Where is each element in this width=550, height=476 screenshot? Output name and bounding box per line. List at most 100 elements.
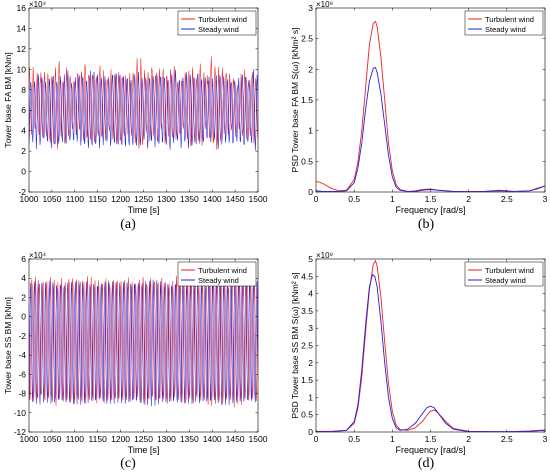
x-axis-label: Frequency [rad/s] (395, 445, 465, 455)
x-tick-label: 1250 (134, 434, 153, 444)
y-tick-label: 10 (17, 64, 27, 74)
x-tick-label: 1300 (157, 434, 176, 444)
axis-exponent: ×10⁹ (316, 0, 333, 9)
legend-label: Turbulent wind (198, 266, 247, 275)
caption-c: (c) (120, 456, 136, 471)
y-tick-label: 2 (21, 146, 26, 156)
y-tick-label: 8 (21, 85, 26, 95)
series-group (29, 56, 258, 151)
y-tick-label: 14 (17, 23, 27, 33)
legend-label: Turbulent wind (485, 266, 534, 275)
x-tick-label: 0.5 (348, 194, 360, 204)
axis-exponent: ×10⁹ (316, 251, 333, 260)
y-tick-label: 0.5 (301, 410, 313, 420)
x-tick-label: 1000 (20, 434, 39, 444)
series-group (316, 259, 545, 432)
y-tick-label: 1 (308, 126, 313, 136)
legend-box (464, 261, 544, 287)
x-axis-label: Time [s] (128, 445, 160, 455)
legend-label: Turbulent wind (485, 15, 534, 24)
axis-exponent: ×10⁴ (29, 251, 47, 260)
x-axis-label: Frequency [rad/s] (395, 205, 465, 215)
y-tick-label: 3.5 (301, 306, 313, 316)
chart-1: 0 0.5 1 1.5 2 2.5 300.511.522.53 ×10⁹Frequency … (290, 0, 548, 215)
x-tick-label: 1 (390, 194, 395, 204)
chart-0: 1000 1050 1100 1150 1200 1250 1300 1350 1400 1450… (3, 0, 268, 215)
y-axis-label: Tower base FA BM [kNm] (3, 52, 13, 147)
y-tick-label: 2.5 (301, 34, 313, 44)
x-tick-label: 1500 (249, 434, 268, 444)
series-line-steady (29, 69, 258, 151)
y-tick-label: 1 (308, 392, 313, 402)
y-tick-label: 6 (21, 254, 26, 264)
x-tick-label: 1350 (180, 434, 199, 444)
x-tick-label: 0.5 (348, 434, 360, 444)
legend-box (464, 10, 544, 36)
series-group (316, 20, 545, 192)
x-tick-label: 1150 (89, 194, 108, 204)
x-tick-label: 1500 (249, 194, 268, 204)
y-tick-label: 2 (308, 358, 313, 368)
series-line-turbulent (29, 274, 258, 408)
x-tick-label: 1450 (226, 434, 245, 444)
y-axis-label: PSD Tower base SS BM S(ω) [kNm² s] (290, 272, 300, 418)
y-tick-label: 0 (21, 167, 26, 177)
x-tick-label: 1050 (42, 194, 61, 204)
y-axis-label: Tower base SS BM [kNm] (3, 297, 13, 394)
legend-label: Steady wind (485, 25, 526, 34)
caption-a: (a) (120, 217, 136, 232)
y-tick-label: 3 (308, 3, 313, 13)
legend-label: Steady wind (485, 276, 526, 285)
series-line-steady (316, 273, 545, 432)
y-tick-label: -12 (14, 427, 27, 437)
legend-label: Steady wind (198, 276, 239, 285)
x-tick-label: 1400 (203, 194, 222, 204)
y-tick-label: 0 (308, 427, 313, 437)
x-axis-label: Time [s] (128, 205, 160, 215)
y-tick-label: -2 (18, 331, 26, 341)
x-tick-label: 1200 (111, 434, 130, 444)
y-tick-label: 0.5 (301, 156, 313, 166)
x-tick-label: 1.5 (425, 194, 437, 204)
chart-2: 1000 1050 1100 1150 1200 1250 1300 1350 1400 1450… (3, 251, 268, 455)
y-tick-label: 12 (17, 44, 27, 54)
plot-area (315, 258, 546, 433)
x-tick-label: 1050 (42, 434, 61, 444)
x-tick-label: 3 (543, 434, 548, 444)
x-tick-label: 1400 (203, 434, 222, 444)
y-tick-label: 2 (21, 292, 26, 302)
x-tick-label: 1.5 (425, 434, 437, 444)
x-tick-label: 1100 (66, 194, 85, 204)
y-tick-label: 3 (308, 323, 313, 333)
y-axis-label: PSD Tower base FA BM S(ω) [kNm² s] (290, 28, 300, 173)
x-tick-label: 1250 (134, 194, 153, 204)
x-tick-label: 2 (466, 434, 471, 444)
x-tick-label: 2.5 (501, 194, 513, 204)
y-tick-label: 2.5 (301, 341, 313, 351)
legend-label: Steady wind (198, 25, 239, 34)
series-line-turbulent (316, 259, 545, 432)
y-tick-label: -6 (18, 369, 26, 379)
y-tick-label: 16 (17, 3, 27, 13)
legend-label: Turbulent wind (198, 15, 247, 24)
series-line-steady (316, 66, 545, 192)
x-tick-label: 1350 (180, 194, 199, 204)
y-tick-label: -4 (18, 350, 26, 360)
axis-exponent: ×10⁴ (29, 0, 47, 9)
legend-box (177, 10, 257, 36)
y-tick-label: 5 (308, 254, 313, 264)
y-tick-label: 0 (308, 187, 313, 197)
y-tick-label: -10 (14, 408, 27, 418)
y-tick-label: 1.5 (301, 95, 313, 105)
x-tick-label: 0 (314, 194, 319, 204)
y-tick-label: 0 (21, 312, 26, 322)
legend-box (177, 261, 257, 287)
x-tick-label: 0 (314, 434, 319, 444)
x-tick-label: 1450 (226, 194, 245, 204)
caption-d: (d) (417, 456, 435, 471)
